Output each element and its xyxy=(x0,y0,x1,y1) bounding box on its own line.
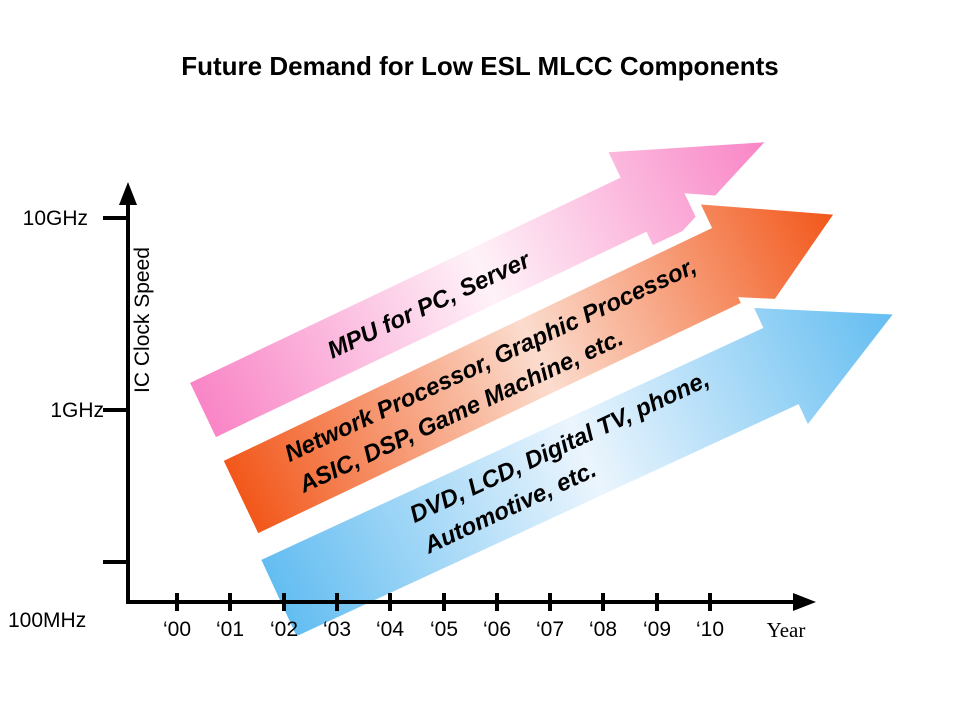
x-tick-label: ‘07 xyxy=(535,618,565,641)
x-tick-label: ‘08 xyxy=(588,618,618,641)
x-tick-label: ‘00 xyxy=(162,618,192,641)
y-tick-label-1ghz: 1GHz xyxy=(50,399,104,422)
y-tick-label-10ghz: 10GHz xyxy=(22,207,88,230)
x-tick-label: ‘02 xyxy=(269,618,299,641)
x-tick-label: ‘06 xyxy=(482,618,512,641)
x-tick-label: ‘04 xyxy=(375,618,405,641)
trend-arrow-network xyxy=(210,193,852,547)
x-axis-arrowhead-icon xyxy=(793,593,816,611)
y-tick-label-100mhz: 100MHz xyxy=(8,609,87,632)
x-axis-title: Year xyxy=(766,618,806,642)
y-axis-arrowhead-icon xyxy=(119,182,137,205)
trend-arrow-consumer-shape xyxy=(248,297,913,650)
trend-arrow-network-shape xyxy=(210,193,852,547)
axes xyxy=(103,182,816,611)
chart-title: Future Demand for Low ESL MLCC Component… xyxy=(181,51,779,81)
y-axis-title: IC Clock Speed xyxy=(131,247,154,393)
x-tick-label: ‘05 xyxy=(429,618,459,641)
x-tick-label: ‘10 xyxy=(695,618,725,641)
x-tick-label: ‘03 xyxy=(322,618,352,641)
trend-arrow-consumer xyxy=(248,297,913,650)
x-tick-label: ‘09 xyxy=(642,618,672,641)
x-tick-label: ‘01 xyxy=(215,618,245,641)
